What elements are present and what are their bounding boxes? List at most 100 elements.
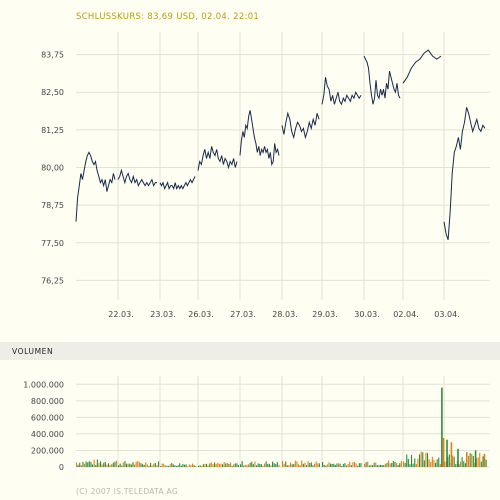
volume-bar bbox=[350, 465, 352, 467]
volume-bar bbox=[158, 461, 160, 467]
volume-bar bbox=[126, 463, 128, 467]
volume-bar bbox=[130, 464, 132, 467]
volume-spike-bar bbox=[450, 442, 453, 467]
volume-bar bbox=[220, 463, 222, 467]
volume-bar bbox=[422, 452, 424, 467]
volume-bar bbox=[296, 461, 298, 467]
volume-bar bbox=[82, 461, 84, 467]
price-y-tick-label: 78,75 bbox=[41, 201, 64, 210]
volume-bar bbox=[150, 462, 152, 467]
volume-bar bbox=[179, 463, 181, 467]
price-line-segment bbox=[239, 110, 280, 167]
volume-bar bbox=[479, 452, 481, 467]
volume-bar bbox=[169, 464, 171, 467]
volume-bar bbox=[380, 464, 382, 467]
price-x-tick-label: 28.03. bbox=[272, 310, 297, 319]
volume-bar bbox=[420, 451, 422, 467]
price-line-segment bbox=[363, 55, 401, 105]
volume-bar bbox=[212, 464, 214, 467]
volume-bar bbox=[95, 464, 97, 467]
volume-bar bbox=[195, 465, 197, 467]
volume-bar bbox=[84, 463, 86, 467]
volume-bar bbox=[290, 462, 292, 467]
volume-bar bbox=[357, 465, 359, 467]
volume-bar bbox=[267, 463, 269, 467]
volume-header-band bbox=[0, 342, 500, 360]
volume-bar bbox=[103, 462, 105, 467]
volume-bar bbox=[154, 462, 156, 467]
volume-bar bbox=[129, 463, 131, 467]
volume-bar bbox=[138, 462, 140, 467]
volume-bar bbox=[272, 461, 274, 467]
volume-bar bbox=[455, 464, 457, 467]
volume-bar bbox=[435, 462, 437, 467]
volume-bar bbox=[202, 464, 204, 467]
price-y-tick-label: 77,50 bbox=[41, 239, 64, 248]
volume-bar bbox=[119, 463, 121, 467]
price-x-tick-label: 03.04. bbox=[434, 310, 459, 319]
volume-bar bbox=[244, 464, 246, 467]
price-x-tick-label: 27.03. bbox=[230, 310, 255, 319]
volume-bar bbox=[116, 460, 118, 467]
volume-bar bbox=[254, 461, 256, 467]
volume-bar bbox=[448, 454, 450, 467]
volume-bar bbox=[142, 464, 144, 467]
volume-bar bbox=[317, 463, 319, 467]
volume-bar bbox=[341, 466, 343, 467]
volume-bar bbox=[399, 463, 401, 467]
volume-spike-bar bbox=[442, 438, 445, 467]
price-x-tick-label: 02.04. bbox=[393, 310, 418, 319]
volume-bar bbox=[145, 462, 147, 467]
volume-bar bbox=[325, 465, 327, 467]
volume-bar bbox=[482, 456, 484, 467]
volume-bar bbox=[225, 463, 227, 467]
volume-bar bbox=[477, 457, 479, 467]
volume-bar bbox=[404, 462, 406, 467]
volume-bar bbox=[471, 453, 473, 467]
volume-bar bbox=[201, 465, 203, 467]
volume-bar bbox=[174, 465, 176, 467]
volume-bar bbox=[339, 463, 341, 467]
volume-bar bbox=[76, 462, 78, 467]
price-x-tick-label: 22.03. bbox=[108, 310, 133, 319]
price-line-segment bbox=[443, 107, 486, 240]
volume-bar bbox=[334, 464, 336, 467]
volume-bar bbox=[425, 452, 427, 467]
price-x-tick-label: 30.03. bbox=[354, 310, 379, 319]
volume-bar bbox=[338, 463, 340, 467]
volume-bar bbox=[391, 462, 393, 467]
volume-bar bbox=[464, 463, 466, 467]
volume-bar bbox=[246, 464, 248, 467]
volume-bar bbox=[140, 463, 142, 467]
volume-spike-bar bbox=[446, 439, 448, 467]
volume-bar bbox=[233, 464, 235, 467]
price-y-tick-label: 81,25 bbox=[41, 126, 64, 135]
volume-bar bbox=[214, 462, 216, 467]
volume-bar bbox=[299, 465, 301, 467]
volume-bar bbox=[301, 460, 303, 467]
volume-bar bbox=[217, 462, 219, 467]
volume-bar bbox=[330, 463, 332, 467]
volume-bar bbox=[100, 461, 102, 467]
volume-bar bbox=[389, 463, 391, 467]
volume-bar bbox=[376, 465, 378, 467]
volume-bar bbox=[372, 465, 374, 467]
volume-bar bbox=[304, 462, 306, 467]
volume-bar bbox=[355, 463, 357, 467]
volume-bar bbox=[314, 463, 316, 467]
volume-title: VOLUMEN bbox=[12, 347, 54, 356]
volume-bar bbox=[381, 465, 383, 467]
volume-bar bbox=[109, 465, 111, 467]
volume-bar bbox=[476, 458, 478, 467]
volume-bar bbox=[463, 461, 465, 467]
volume-bar bbox=[151, 465, 153, 467]
volume-bar bbox=[428, 459, 430, 467]
volume-bar bbox=[104, 462, 106, 467]
volume-bar bbox=[252, 464, 254, 467]
volume-bar bbox=[90, 462, 92, 467]
volume-bar bbox=[349, 461, 351, 467]
volume-bar bbox=[431, 456, 433, 467]
volume-bar bbox=[166, 465, 168, 467]
volume-bar bbox=[460, 461, 462, 467]
volume-bar bbox=[257, 463, 259, 467]
